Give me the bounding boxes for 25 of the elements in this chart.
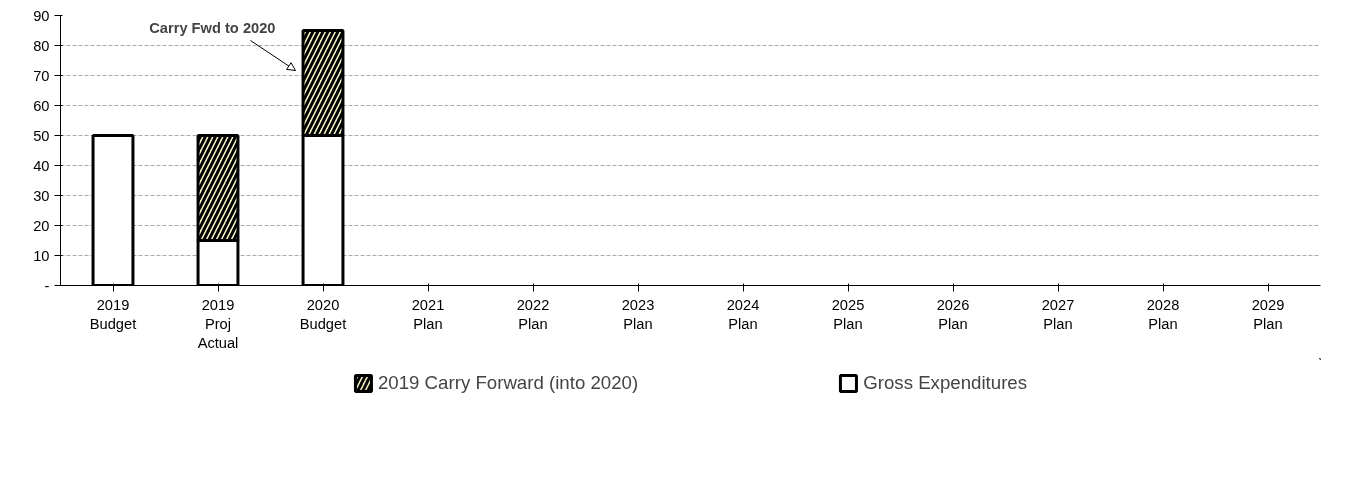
x-tick-label: 2020 Budget (299, 296, 347, 332)
x-tick-label: 2023 Plan (621, 296, 655, 332)
x-tick-label: 2021 Plan (411, 296, 445, 332)
y-tick-label: 90 (33, 7, 50, 24)
y-tick-label: - (44, 277, 50, 294)
y-tick-label: 20 (33, 217, 50, 234)
y-tick-label: 30 (33, 187, 50, 204)
x-tick-label: 2026 Plan (936, 296, 970, 332)
x-tick-label: 2019 Budget (89, 296, 137, 332)
annotation: Carry Fwd to 2020 (149, 19, 276, 36)
y-tick-label: 60 (33, 97, 50, 114)
y-tick-label: 80 (33, 37, 50, 54)
x-tick-label: 2027 Plan (1041, 296, 1075, 332)
y-tick-label: 50 (33, 127, 50, 144)
y-tick-label: 10 (33, 247, 50, 264)
x-tick-label: 2022 Plan (516, 296, 550, 332)
x-tick-label: 2028 Plan (1146, 296, 1180, 332)
x-tick-label: 2029 Plan (1251, 296, 1285, 332)
y-tick-label: 70 (33, 67, 50, 84)
x-tick-label: 2019 Proj Actual (197, 296, 239, 351)
y-tick-label: 40 (33, 157, 50, 174)
x-tick-label: 2024 Plan (726, 296, 760, 332)
legend-label: 2019 Carry Forward (into 2020) (377, 372, 639, 394)
legend-label: Gross Expenditures (863, 372, 1028, 394)
x-tick-label: 2025 Plan (831, 296, 865, 332)
